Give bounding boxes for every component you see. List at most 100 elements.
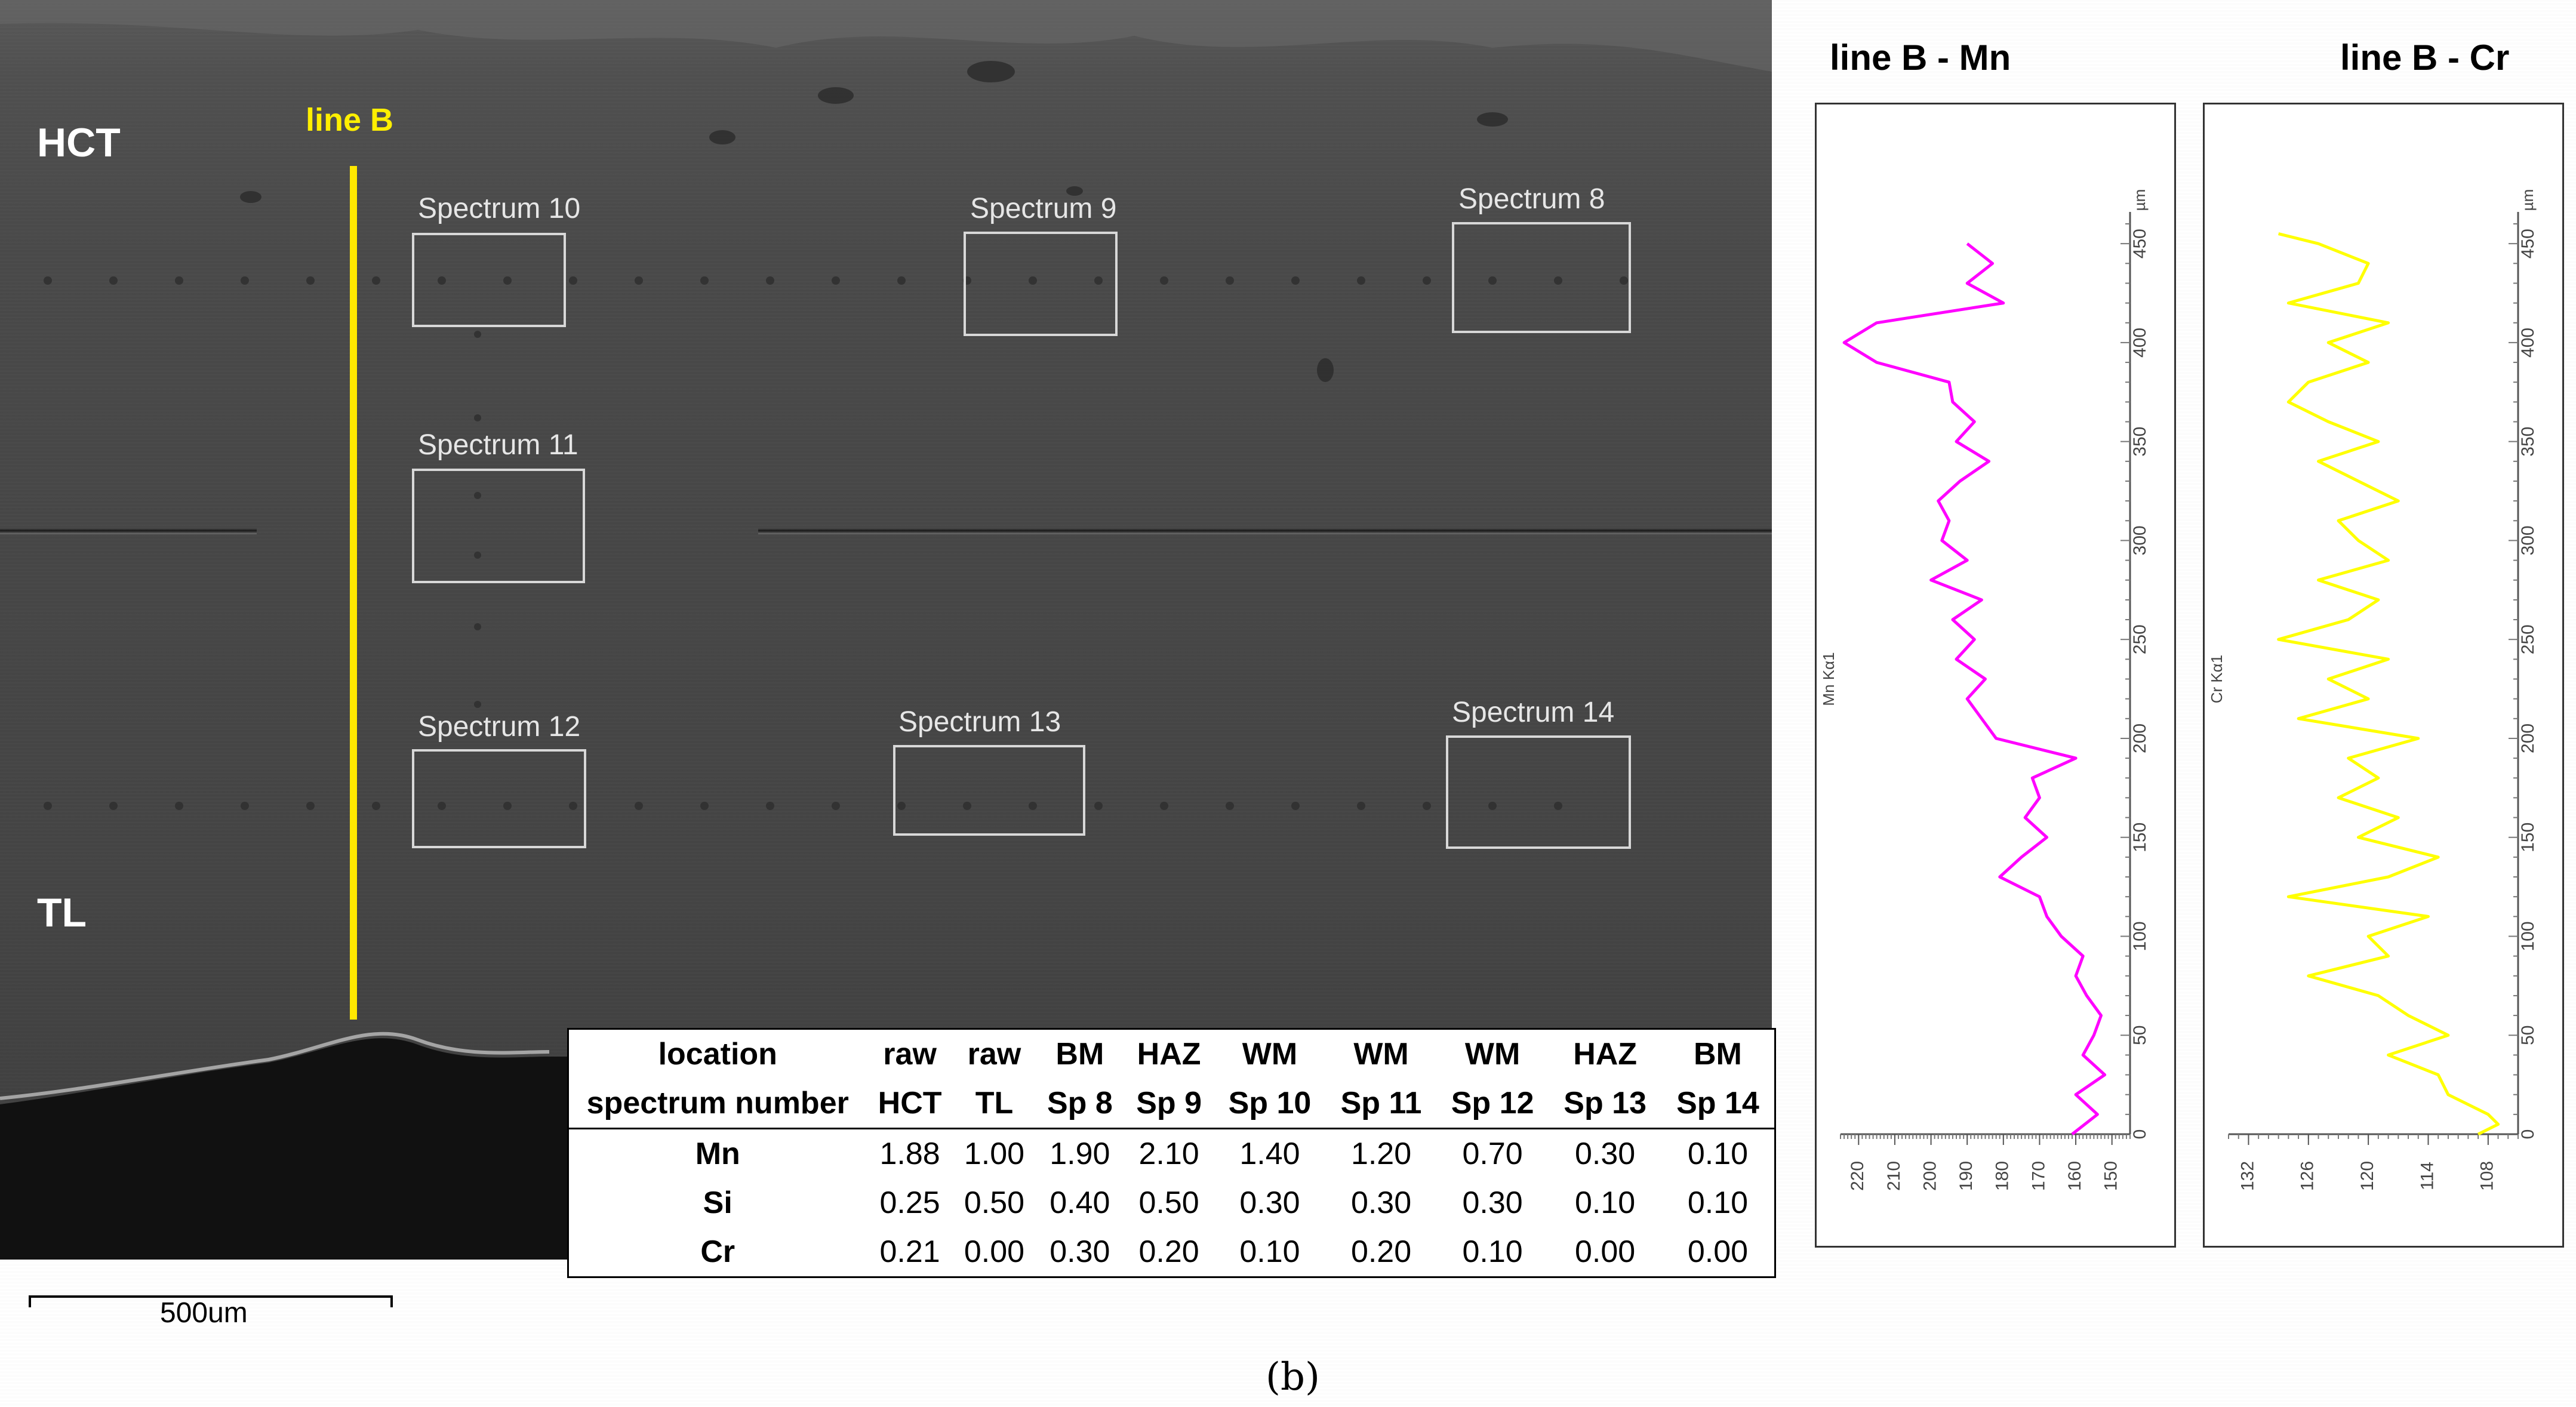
scale-bar: [29, 1295, 393, 1307]
x-tick-label: 108: [2477, 1161, 2497, 1191]
table-cell: 0.20: [1350, 1234, 1412, 1269]
table-cell: 0.40: [1050, 1186, 1110, 1220]
table-cell: 0.10: [1687, 1186, 1749, 1220]
profile-series-line: [1842, 242, 2107, 1135]
table-cell: 0.30: [1050, 1234, 1110, 1269]
table-cell: TL: [953, 1079, 1036, 1129]
y-tick-label: 450: [2130, 229, 2150, 258]
table-header-spectrum: spectrum number HCT TL Sp 8 Sp 9 Sp 10 S…: [568, 1079, 1775, 1129]
spectrum-14-box: [1446, 735, 1631, 849]
x-tick-label: 170: [2029, 1161, 2048, 1191]
y-tick-label: 400: [2518, 328, 2538, 358]
spectrum-13-label: Spectrum 13: [898, 706, 1061, 738]
table-cell: HAZ: [1573, 1037, 1638, 1072]
table-cell: 0.30: [1239, 1186, 1300, 1220]
table-cell: Sp 13: [1549, 1079, 1661, 1129]
table-cell: 0.50: [1138, 1186, 1199, 1220]
table-cell: HAZ: [1137, 1037, 1201, 1072]
table-cell: 0.00: [1575, 1234, 1636, 1269]
table-cell: raw: [883, 1037, 937, 1072]
y-tick-label: 350: [2518, 427, 2538, 457]
y-tick-label: 200: [2130, 723, 2150, 753]
line-b-marker: [350, 166, 357, 1020]
table-cell: 0.10: [1462, 1234, 1523, 1269]
table-cell: BM: [1055, 1037, 1104, 1072]
x-tick-label: 126: [2298, 1161, 2318, 1191]
y-tick-label: 0: [2518, 1129, 2538, 1140]
table-header-location: location raw raw BM HAZ WM WM WM HAZ BM: [568, 1029, 1775, 1079]
table-cell: 1.20: [1350, 1137, 1412, 1171]
x-tick-label: 150: [2101, 1161, 2121, 1191]
y-tick-label: 100: [2518, 921, 2538, 951]
spectrum-10-label: Spectrum 10: [418, 193, 581, 224]
composition-table: location raw raw BM HAZ WM WM WM HAZ BM …: [567, 1028, 1776, 1278]
y-tick-label: 300: [2130, 525, 2150, 555]
y-tick-label: 150: [2130, 823, 2150, 852]
mn-line-profile-chart: 0 50 100 150 200 250 300 350 400 450 µm 220 210 200 19…: [1820, 189, 2150, 1191]
table-cell: WM: [1242, 1037, 1298, 1072]
table-cell: raw: [967, 1037, 1021, 1072]
x-tick-label: 114: [2417, 1162, 2437, 1190]
table-cell: 0.10: [1239, 1234, 1300, 1269]
table-cell: spectrum number: [568, 1079, 867, 1129]
table-cell: Sp 11: [1326, 1079, 1436, 1129]
x-tick-label: 132: [2238, 1161, 2257, 1191]
table-cell: 1.00: [964, 1137, 1025, 1171]
spectrum-8-box: [1452, 222, 1631, 333]
x-tick-label: 200: [1920, 1161, 1940, 1191]
y-tick-label: 50: [2130, 1026, 2150, 1045]
weld-seam-left: [0, 528, 257, 534]
table-cell: 0.50: [964, 1186, 1025, 1220]
figure-caption: (b): [1266, 1355, 1320, 1399]
y-tick-label: 250: [2518, 624, 2538, 654]
table-cell: 1.40: [1239, 1137, 1300, 1171]
table-cell: 0.00: [1687, 1234, 1749, 1269]
table-cell: BM: [1694, 1037, 1742, 1072]
y-tick-label: 100: [2130, 921, 2150, 951]
y-tick-label: 400: [2130, 328, 2150, 358]
y-tick-label: 50: [2518, 1026, 2538, 1045]
table-cell: Sp 9: [1124, 1079, 1214, 1129]
table-cell: 0.30: [1350, 1186, 1412, 1220]
element-axis-label: Mn Kα1: [1820, 652, 1838, 706]
y-tick-label: 0: [2130, 1129, 2150, 1140]
table-row-label: Cr: [700, 1234, 735, 1269]
table-cell: 2.10: [1138, 1137, 1199, 1171]
table-cell: Sp 12: [1436, 1079, 1549, 1129]
spectrum-9-box: [964, 232, 1118, 336]
table-cell: 1.88: [879, 1137, 940, 1171]
cr-line-profile-chart: 0 50 100 150 200 250 300 350 400 450 µm 132 126 120 11…: [2208, 189, 2538, 1191]
table-cell: 0.30: [1462, 1186, 1523, 1220]
label-tl: TL: [37, 890, 87, 935]
x-tick-label: 120: [2358, 1161, 2377, 1191]
spectrum-13-box: [893, 745, 1085, 836]
mn-line-profile-panel: 0 50 100 150 200 250 300 350 400 450 µm 220 210 200 19…: [1815, 103, 2176, 1248]
table-row-label: Mn: [695, 1137, 740, 1171]
label-hct: HCT: [37, 120, 121, 165]
table-cell: 0.25: [879, 1186, 940, 1220]
profile-series-line: [2277, 232, 2500, 1136]
x-tick-label: 190: [1956, 1161, 1976, 1191]
x-tick-label: 210: [1884, 1161, 1904, 1191]
table-cell: Sp 8: [1035, 1079, 1125, 1129]
cr-chart-title: line B - Cr: [2340, 38, 2510, 78]
y-tick-label: 300: [2518, 525, 2538, 555]
spectrum-10-box: [412, 233, 566, 327]
weld-seam-right: [758, 528, 1772, 534]
line-b-label: line B: [306, 102, 394, 138]
spectrum-11-box: [412, 469, 585, 583]
spectrum-8-label: Spectrum 8: [1458, 183, 1605, 215]
table-cell: 0.10: [1687, 1137, 1749, 1171]
spectrum-9-label: Spectrum 9: [970, 193, 1117, 224]
cr-line-profile-panel: 0 50 100 150 200 250 300 350 400 450 µm 132 126 120 11…: [2203, 103, 2564, 1248]
table-row: Si 0.25 0.50 0.40 0.50 0.30 0.30 0.30 0.…: [568, 1178, 1775, 1227]
table-row-label: Si: [703, 1186, 733, 1220]
spectrum-11-label: Spectrum 11: [418, 429, 578, 461]
spectrum-12-box: [412, 749, 586, 848]
y-tick-label: 450: [2518, 229, 2538, 258]
x-tick-label: 160: [2065, 1161, 2085, 1191]
table-cell: HCT: [866, 1079, 953, 1129]
spectrum-14-label: Spectrum 14: [1452, 697, 1615, 728]
table-cell: 0.70: [1462, 1137, 1523, 1171]
table-cell: 0.30: [1575, 1137, 1636, 1171]
